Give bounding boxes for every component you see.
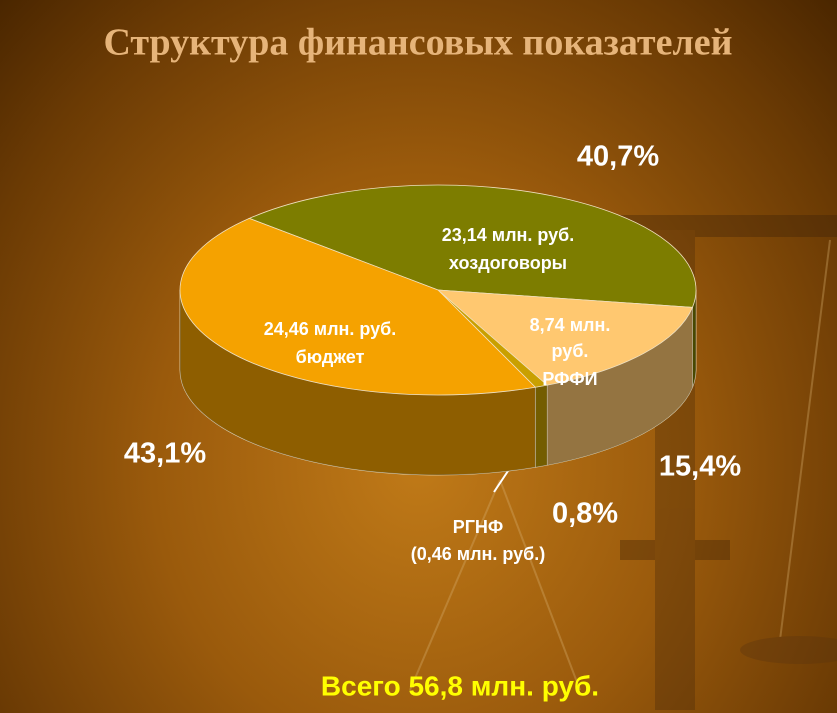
slice-name: хоздоговоры (448, 253, 568, 273)
pie-side-shade (692, 290, 696, 388)
slice-amount: 24,46 млн. руб. (263, 319, 397, 339)
percent-label: 15,4% (659, 451, 741, 483)
total-annotation: Всего 56,8 млн. руб. (321, 670, 599, 701)
pie-slice (436, 289, 694, 386)
slice-name: РФФИ (542, 369, 598, 389)
pie-slice (179, 217, 537, 396)
slice-name: бюджет (295, 347, 365, 367)
pie-side-shade (547, 307, 693, 466)
pie-tops (179, 184, 697, 396)
percent-label: 0,8% (552, 498, 618, 530)
pie-side-shade (180, 290, 536, 476)
pie-slice (248, 184, 697, 308)
chart-title: Структура финансовых показателей (103, 22, 732, 64)
pie-sides (179, 289, 697, 476)
slice-amount: 23,14 млн. руб. (441, 225, 575, 245)
percent-label: 43,1% (124, 438, 206, 470)
slice-amount: 8,74 млн. руб. (529, 315, 611, 361)
callout-amount: (0,46 млн. руб.) (410, 544, 546, 564)
callout-name: РГНФ (452, 517, 504, 537)
pie-side-shade (535, 385, 548, 468)
percent-label: 40,7% (577, 141, 659, 173)
